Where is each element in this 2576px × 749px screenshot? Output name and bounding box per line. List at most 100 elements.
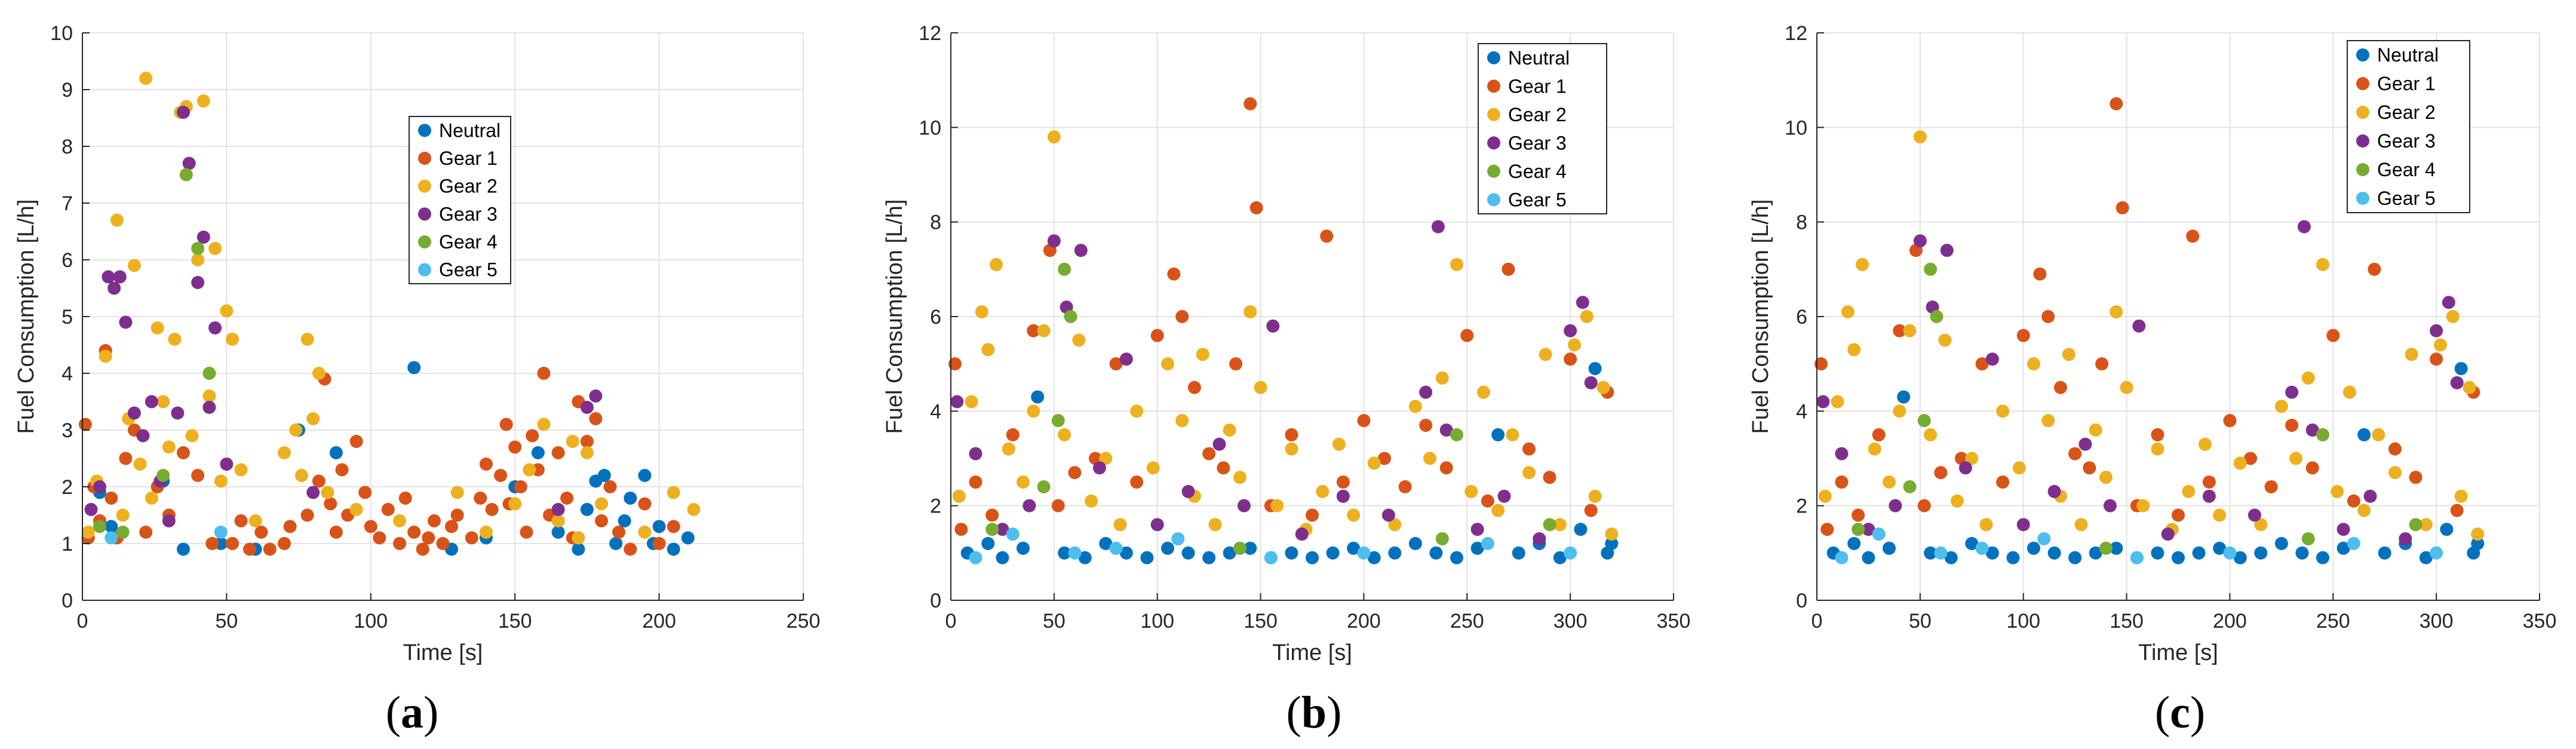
- point-b-s3-21: [1497, 489, 1511, 503]
- point-b-s2-1: [965, 395, 978, 409]
- y-tick-label-b-6: 12: [919, 22, 941, 45]
- point-b-s2-27: [1285, 442, 1298, 456]
- point-c-s2-32: [2233, 456, 2247, 470]
- point-a-s2-16: [185, 429, 199, 443]
- legend-marker-c-4: [2356, 163, 2369, 176]
- point-b-s1-20: [1249, 201, 1263, 214]
- point-b-s2-20: [1196, 348, 1209, 361]
- point-b-s4-0: [985, 523, 999, 536]
- x-tick-label-b-2: 100: [1140, 610, 1174, 633]
- point-b-s2-8: [1037, 324, 1051, 337]
- point-a-s1-58: [560, 492, 574, 505]
- legend-label-a-4: Gear 4: [439, 231, 498, 253]
- point-b-s3-16: [1381, 508, 1395, 522]
- point-b-s4-1: [1037, 480, 1051, 493]
- point-c-s0-25: [2336, 541, 2350, 555]
- point-c-s1-23: [2172, 508, 2185, 522]
- point-c-s5-2: [1934, 546, 1948, 560]
- point-b-s3-22: [1533, 532, 1546, 546]
- point-a-s5-0: [105, 531, 118, 545]
- x-tick-label-a-2: 100: [354, 610, 388, 633]
- legend-marker-b-4: [1487, 164, 1500, 178]
- point-c-s0-24: [2316, 551, 2329, 564]
- y-axis-label-a: Fuel Consumption [L/h]: [14, 199, 39, 434]
- point-b-s2-9: [1047, 130, 1061, 144]
- point-a-s1-12: [176, 446, 190, 459]
- point-b-s2-37: [1450, 257, 1463, 271]
- point-c-s0-27: [2378, 546, 2391, 560]
- point-a-s1-52: [520, 526, 533, 539]
- point-b-s5-6: [1357, 546, 1371, 560]
- point-c-s1-33: [2368, 262, 2381, 276]
- point-c-s3-15: [2202, 489, 2216, 503]
- point-b-s5-7: [1481, 537, 1494, 550]
- point-a-s3-17: [208, 321, 222, 334]
- point-c-s0-5: [1924, 546, 1938, 560]
- point-b-s2-12: [1085, 494, 1098, 508]
- point-c-s0-8: [1985, 546, 1999, 560]
- point-c-s3-3: [1889, 499, 1902, 512]
- point-a-s2-21: [214, 474, 228, 488]
- point-c-s4-6: [2301, 532, 2315, 546]
- point-a-s3-19: [306, 486, 320, 499]
- point-c-s1-24: [2186, 229, 2200, 243]
- point-b-s3-18: [1431, 220, 1445, 234]
- point-c-s1-30: [2305, 461, 2319, 475]
- legend-label-c-2: Gear 2: [2377, 102, 2436, 123]
- point-a-s2-11: [156, 395, 170, 409]
- point-c-s1-15: [2053, 380, 2067, 394]
- point-a-s1-26: [329, 526, 343, 539]
- point-b-s0-10: [1161, 541, 1174, 555]
- x-tick-label-b-4: 200: [1347, 610, 1381, 633]
- point-a-s0-20: [618, 514, 631, 527]
- point-a-s0-24: [652, 520, 666, 533]
- point-c-s3-6: [1940, 244, 1954, 257]
- point-b-s0-19: [1347, 541, 1361, 555]
- legend-marker-b-5: [1487, 193, 1500, 207]
- point-a-s4-2: [156, 469, 170, 482]
- point-a-s4-3: [179, 168, 193, 182]
- point-c-s3-25: [2450, 376, 2464, 389]
- x-tick-label-a-5: 250: [787, 610, 821, 633]
- point-c-s0-26: [2357, 428, 2371, 441]
- point-a-s2-23: [226, 333, 240, 346]
- point-a-s1-48: [499, 418, 513, 431]
- point-c-s0-6: [1944, 551, 1958, 564]
- point-b-s3-3: [1023, 499, 1036, 512]
- legend-marker-c-1: [2356, 77, 2369, 90]
- point-b-s2-32: [1367, 456, 1381, 470]
- point-c-s2-5: [1868, 442, 1881, 456]
- point-c-s2-8: [1903, 324, 1917, 337]
- point-b-s2-0: [952, 489, 966, 503]
- point-a-s1-64: [603, 480, 617, 493]
- point-b-s1-1: [954, 523, 968, 536]
- point-c-s4-2: [1917, 414, 1931, 428]
- point-c-s1-22: [2151, 428, 2164, 441]
- point-b-s0-8: [1119, 546, 1133, 560]
- y-tick-label-a-3: 3: [62, 419, 73, 442]
- x-tick-label-c-3: 150: [2110, 610, 2144, 633]
- point-c-s2-33: [2254, 518, 2268, 532]
- point-c-s2-6: [1883, 475, 1896, 489]
- point-c-s3-10: [2047, 484, 2061, 498]
- point-b-s2-34: [1408, 400, 1422, 413]
- y-tick-label-c-4: 8: [1796, 211, 1807, 234]
- y-tick-label-c-1: 2: [1796, 495, 1807, 518]
- point-c-s5-6: [2223, 546, 2237, 560]
- point-b-s0-9: [1140, 551, 1154, 564]
- point-b-s2-44: [1553, 518, 1567, 532]
- point-a-s1-38: [422, 531, 435, 545]
- x-tick-label-c-0: 0: [1812, 610, 1823, 633]
- point-b-s2-49: [1605, 527, 1619, 541]
- panel-caption-c: (c): [2155, 687, 2205, 738]
- point-a-s1-47: [494, 469, 508, 482]
- point-c-s1-32: [2347, 494, 2360, 508]
- point-c-s1-13: [2033, 267, 2047, 281]
- point-a-s2-34: [393, 514, 407, 527]
- point-c-s0-11: [2047, 546, 2061, 560]
- point-a-s5-1: [214, 526, 228, 539]
- point-a-s2-3: [110, 213, 124, 227]
- point-c-s4-1: [1903, 480, 1917, 493]
- point-a-s0-26: [681, 531, 695, 545]
- point-b-s2-25: [1254, 380, 1267, 394]
